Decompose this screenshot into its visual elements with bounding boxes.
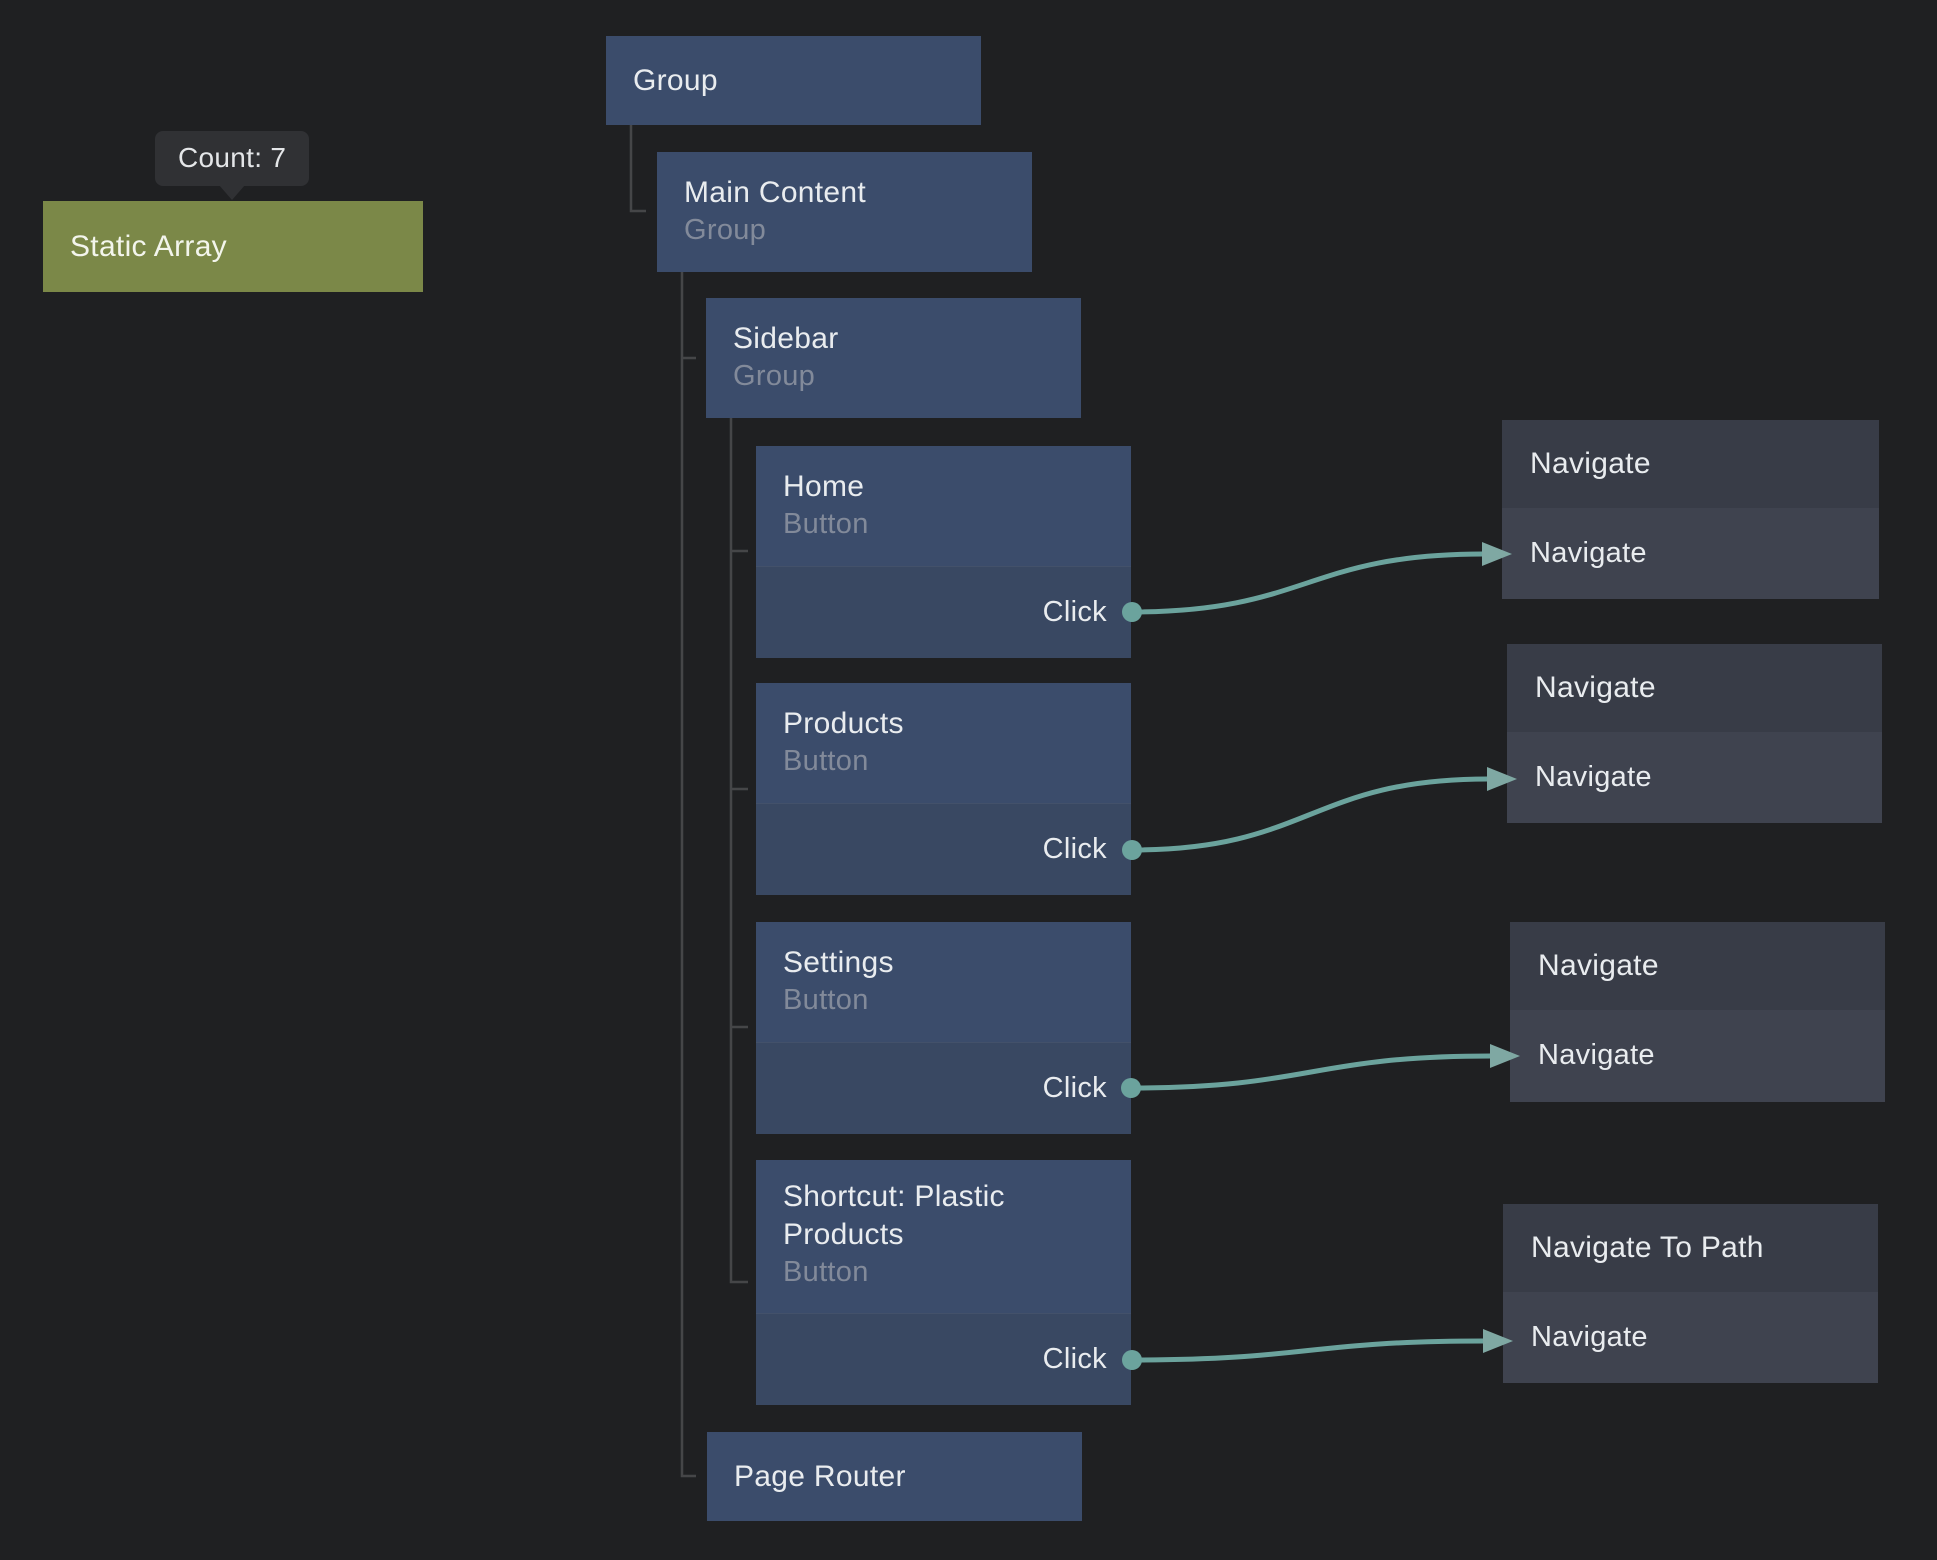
wire-home-click-to-navigate-1[interactable] — [1122, 542, 1512, 622]
node-navigate-to-path[interactable]: Navigate To Path Navigate — [1503, 1204, 1878, 1383]
navigate-input-port[interactable]: Navigate — [1535, 761, 1652, 793]
node-title: Settings — [783, 946, 894, 979]
node-subtitle: Button — [783, 984, 869, 1016]
tooltip-caret-icon — [219, 185, 246, 200]
node-home[interactable]: Home Button Click — [756, 446, 1131, 658]
node-subtitle: Group — [733, 360, 816, 392]
click-output-port[interactable]: Click — [1042, 1072, 1107, 1104]
node-header: Sidebar Group — [706, 298, 1081, 418]
node-port-row: Click — [756, 1313, 1131, 1405]
node-header: Navigate To Path — [1503, 1204, 1878, 1292]
node-products[interactable]: Products Button Click — [756, 683, 1131, 895]
node-header: Home Button — [756, 446, 1131, 566]
node-title: Products — [783, 707, 904, 740]
node-subtitle: Button — [783, 508, 869, 540]
node-port-row: Navigate — [1510, 1010, 1885, 1101]
node-title: Navigate — [1530, 447, 1651, 480]
node-group[interactable]: Group — [606, 36, 981, 125]
node-subtitle: Button — [783, 745, 869, 777]
navigate-input-port[interactable]: Navigate — [1531, 1321, 1648, 1353]
node-subtitle: Button — [783, 1256, 869, 1288]
node-title: Navigate — [1538, 949, 1659, 982]
node-sidebar[interactable]: Sidebar Group — [706, 298, 1081, 418]
node-title: Main Content — [684, 176, 867, 209]
node-title: Home — [783, 470, 865, 503]
node-header: Navigate — [1502, 420, 1879, 508]
node-static-array[interactable]: Static Array — [43, 201, 423, 292]
node-main-content[interactable]: Main Content Group — [657, 152, 1032, 272]
node-title: Group — [633, 63, 718, 97]
node-page-router[interactable]: Page Router — [707, 1432, 1082, 1521]
count-tooltip-text: Count: 7 — [178, 142, 287, 173]
click-output-port[interactable]: Click — [1042, 1343, 1107, 1375]
navigate-input-port[interactable]: Navigate — [1530, 537, 1647, 569]
node-title: Navigate — [1535, 671, 1656, 704]
node-port-row: Click — [756, 566, 1131, 658]
node-navigate-1[interactable]: Navigate Navigate — [1502, 420, 1879, 599]
node-port-row: Click — [756, 1042, 1131, 1134]
node-port-row: Navigate — [1507, 732, 1882, 823]
click-output-port[interactable]: Click — [1042, 596, 1107, 628]
node-shortcut-plastic-products[interactable]: Shortcut: Plastic Products Button Click — [756, 1160, 1131, 1405]
wire-products-click-to-navigate-2[interactable] — [1122, 767, 1517, 860]
node-header: Shortcut: Plastic Products Button — [756, 1160, 1131, 1313]
node-navigate-3[interactable]: Navigate Navigate — [1510, 922, 1885, 1102]
wire-shortcut-click-to-navigate-to-path[interactable] — [1122, 1329, 1513, 1370]
tree-line-sidebar-shortcut — [729, 418, 748, 1284]
node-header: Settings Button — [756, 922, 1131, 1042]
node-title: Sidebar — [733, 322, 839, 355]
wire-settings-click-to-navigate-3[interactable] — [1121, 1044, 1520, 1098]
node-subtitle: Group — [684, 214, 767, 246]
node-title: Page Router — [734, 1459, 906, 1493]
node-title: Navigate To Path — [1531, 1231, 1764, 1264]
navigate-input-port[interactable]: Navigate — [1538, 1039, 1655, 1071]
tree-line-group-maincontent — [629, 125, 646, 213]
node-port-row: Click — [756, 803, 1131, 895]
node-header: Navigate — [1510, 922, 1885, 1010]
tree-line-maincontent-pagerouter — [680, 272, 696, 1478]
node-settings[interactable]: Settings Button Click — [756, 922, 1131, 1134]
node-port-row: Navigate — [1503, 1292, 1878, 1383]
node-title: Shortcut: Plastic Products — [783, 1180, 1014, 1251]
node-header: Main Content Group — [657, 152, 1032, 272]
node-header: Products Button — [756, 683, 1131, 803]
count-tooltip: Count: 7 — [155, 131, 310, 200]
node-navigate-2[interactable]: Navigate Navigate — [1507, 644, 1882, 823]
click-output-port[interactable]: Click — [1042, 833, 1107, 865]
node-header: Navigate — [1507, 644, 1882, 732]
node-title: Static Array — [70, 229, 227, 263]
node-port-row: Navigate — [1502, 508, 1879, 599]
